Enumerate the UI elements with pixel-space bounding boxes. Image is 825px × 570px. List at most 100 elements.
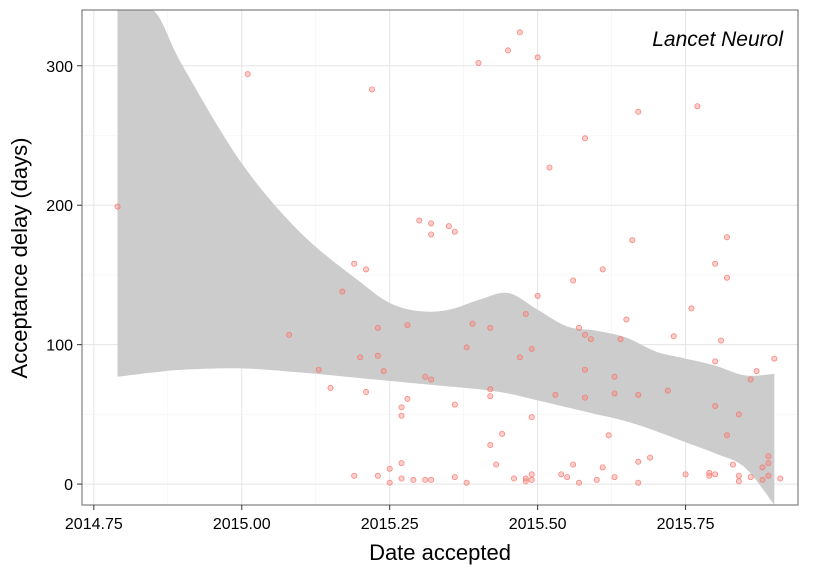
data-point xyxy=(581,331,588,338)
data-point xyxy=(428,476,435,483)
data-point xyxy=(463,344,470,351)
y-tick-label: 300 xyxy=(46,59,73,76)
data-point xyxy=(386,465,393,472)
data-point xyxy=(445,223,452,230)
data-point xyxy=(363,266,370,273)
data-point xyxy=(747,376,754,383)
data-point xyxy=(712,402,719,409)
data-point xyxy=(771,355,778,362)
x-axis-title: Date accepted xyxy=(369,540,511,565)
data-point xyxy=(398,475,405,482)
data-point xyxy=(404,322,411,329)
data-point xyxy=(315,366,322,373)
x-axis: 2014.75 2015.00 2015.25 2015.50 2015.75 xyxy=(65,505,715,533)
data-point xyxy=(487,442,494,449)
data-point xyxy=(528,476,535,483)
data-point xyxy=(581,366,588,373)
data-point xyxy=(380,368,387,375)
data-point xyxy=(351,260,358,267)
y-axis-title: Acceptance delay (days) xyxy=(7,138,32,379)
data-point xyxy=(647,454,654,461)
data-point xyxy=(351,472,358,479)
data-point xyxy=(670,333,677,340)
y-tick-label: 200 xyxy=(46,198,73,215)
data-point xyxy=(635,108,642,115)
data-point xyxy=(576,479,583,486)
data-point xyxy=(398,412,405,419)
data-point xyxy=(487,324,494,331)
data-point xyxy=(499,430,506,437)
data-point xyxy=(735,472,742,479)
data-point xyxy=(428,376,435,383)
plot-border xyxy=(81,9,799,506)
data-point xyxy=(339,288,346,295)
data-point xyxy=(487,386,494,393)
data-point xyxy=(374,324,381,331)
data-point xyxy=(765,460,772,467)
data-point xyxy=(516,354,523,361)
data-point xyxy=(599,464,606,471)
data-point xyxy=(286,331,293,338)
data-points xyxy=(114,29,784,486)
data-point xyxy=(505,47,512,54)
data-point xyxy=(552,391,559,398)
data-point xyxy=(363,389,370,396)
data-point xyxy=(398,460,405,467)
data-point xyxy=(398,404,405,411)
data-point xyxy=(623,316,630,323)
smoother-confidence-band xyxy=(117,10,775,505)
data-point xyxy=(611,373,618,380)
data-point xyxy=(522,478,529,485)
data-point xyxy=(629,237,636,244)
data-point xyxy=(605,432,612,439)
data-point xyxy=(570,461,577,468)
data-point xyxy=(368,86,375,93)
data-point xyxy=(587,336,594,343)
x-tick-label: 2015.25 xyxy=(361,516,419,533)
data-point xyxy=(522,310,529,317)
data-point xyxy=(694,103,701,110)
y-axis: 0 100 200 300 xyxy=(46,59,82,494)
data-point xyxy=(516,29,523,36)
journal-annotation: Lancet Neurol xyxy=(652,28,784,51)
x-tick-label: 2015.00 xyxy=(213,516,271,533)
data-point xyxy=(558,471,565,478)
data-point xyxy=(611,474,618,481)
data-point xyxy=(528,345,535,352)
data-point xyxy=(564,474,571,481)
data-point xyxy=(747,474,754,481)
data-point xyxy=(576,324,583,331)
data-point xyxy=(635,479,642,486)
data-point xyxy=(617,336,624,343)
data-point xyxy=(451,474,458,481)
x-tick-label: 2015.75 xyxy=(657,516,715,533)
data-point xyxy=(712,471,719,478)
x-tick-label: 2014.75 xyxy=(65,516,123,533)
y-tick-label: 100 xyxy=(46,338,73,355)
data-point xyxy=(718,337,725,344)
data-point xyxy=(712,358,719,365)
data-point xyxy=(723,432,730,439)
data-point xyxy=(428,231,435,238)
data-point xyxy=(528,471,535,478)
data-point xyxy=(114,203,121,210)
data-point xyxy=(428,220,435,227)
data-point xyxy=(451,228,458,235)
y-tick-label: 0 xyxy=(64,477,73,494)
data-point xyxy=(723,274,730,281)
data-point xyxy=(753,368,760,375)
data-point xyxy=(611,390,618,397)
data-point xyxy=(688,305,695,312)
data-point xyxy=(534,54,541,61)
data-point xyxy=(475,59,482,66)
data-point xyxy=(735,478,742,485)
data-point xyxy=(386,479,393,486)
data-point xyxy=(469,320,476,327)
data-point xyxy=(422,476,429,483)
data-point xyxy=(374,472,381,479)
data-point xyxy=(487,393,494,400)
data-point xyxy=(451,401,458,408)
data-point xyxy=(635,391,642,398)
data-point xyxy=(327,384,334,391)
